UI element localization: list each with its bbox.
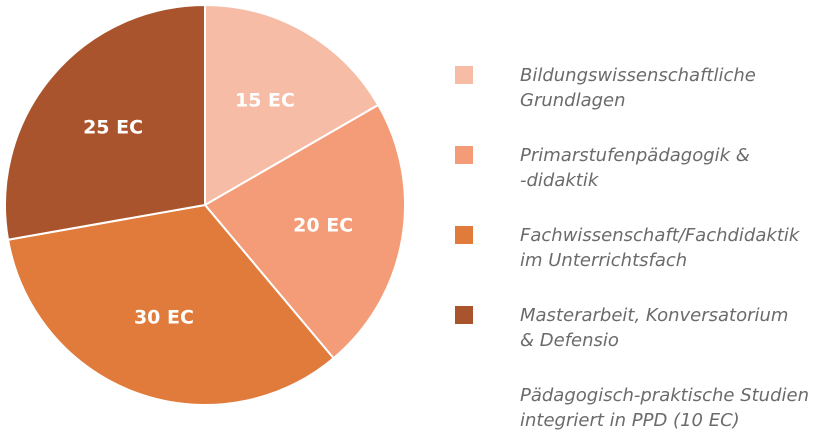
value-label: 20 EC xyxy=(293,214,353,236)
value-label: 15 EC xyxy=(235,90,295,112)
value-label: 25 EC xyxy=(83,116,143,138)
legend-swatch xyxy=(455,226,473,244)
legend-label: Masterarbeit, Konversatorium & Defensio xyxy=(520,305,789,351)
value-label: 30 EC xyxy=(134,306,194,328)
pie-slice xyxy=(204,3,380,207)
annotation: Pädagogisch-praktische Studien integrier… xyxy=(520,385,810,431)
legend-swatch xyxy=(455,146,473,164)
pie-slice xyxy=(4,3,206,241)
pie-slice xyxy=(6,203,335,407)
pie-slice xyxy=(203,103,406,360)
legend-label: Bildungswissenschaftliche Grundlagen xyxy=(520,65,756,111)
legend-label: Primarstufenpädagogik & -didaktik xyxy=(520,145,750,191)
legend-label: Fachwissenschaft/Fachdidaktik im Unterri… xyxy=(520,225,800,271)
legend-swatch xyxy=(455,306,473,324)
legend-swatch xyxy=(455,66,473,84)
